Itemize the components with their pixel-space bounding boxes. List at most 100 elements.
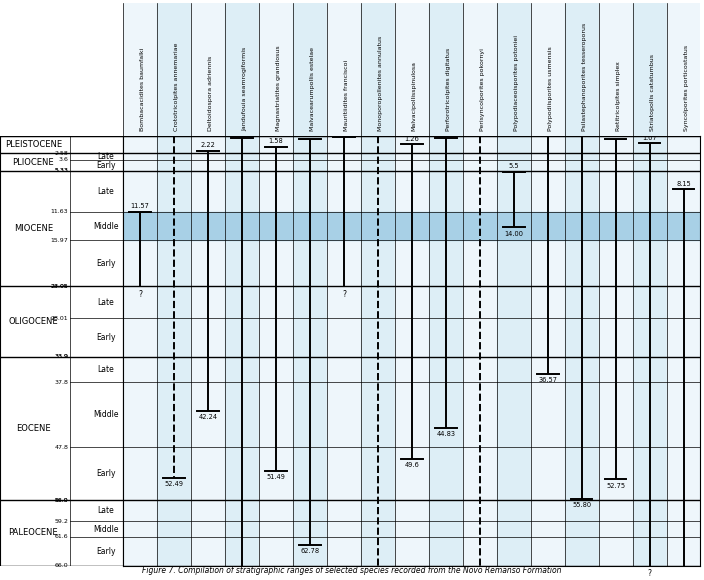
Text: Late: Late bbox=[98, 506, 114, 516]
Text: Middle: Middle bbox=[93, 410, 119, 419]
Bar bbox=[565, 3, 598, 136]
Text: 1.07: 1.07 bbox=[642, 135, 657, 141]
Text: Malvacipollisspinulosa: Malvacipollisspinulosa bbox=[412, 61, 417, 131]
Text: Mauritiidites franciscoi: Mauritiidites franciscoi bbox=[344, 60, 349, 131]
Text: 1.58: 1.58 bbox=[269, 138, 284, 144]
Text: Perforotricolpites digitatus: Perforotricolpites digitatus bbox=[446, 48, 451, 131]
Text: 3.6: 3.6 bbox=[58, 157, 68, 162]
Text: PLEISTOCENE: PLEISTOCENE bbox=[5, 140, 62, 149]
Text: Striatopollis catatumbus: Striatopollis catatumbus bbox=[650, 54, 655, 131]
Text: Middle: Middle bbox=[93, 222, 119, 230]
Text: 0.39: 0.39 bbox=[303, 130, 318, 136]
Text: 0.10: 0.10 bbox=[337, 128, 351, 135]
Text: 14.00: 14.00 bbox=[504, 231, 523, 237]
Text: ?: ? bbox=[648, 570, 651, 578]
Text: 66.0: 66.0 bbox=[55, 563, 68, 568]
Text: Retitricolpites simplex: Retitricolpites simplex bbox=[615, 61, 621, 131]
Text: 47.8: 47.8 bbox=[54, 445, 68, 450]
Text: 5.5: 5.5 bbox=[508, 164, 519, 169]
Text: Bombacacidites baumfalki: Bombacacidites baumfalki bbox=[140, 48, 145, 131]
Bar bbox=[123, 136, 157, 566]
Text: Psilastephanoporites tesseroporus: Psilastephanoporites tesseroporus bbox=[582, 23, 586, 131]
Text: Late: Late bbox=[98, 298, 114, 307]
Text: 0.24: 0.24 bbox=[439, 129, 453, 135]
Text: 23.05: 23.05 bbox=[51, 284, 68, 289]
Text: Early: Early bbox=[96, 333, 115, 342]
Bar bbox=[361, 3, 395, 136]
Text: 5.33: 5.33 bbox=[54, 168, 68, 173]
Bar bbox=[395, 136, 429, 566]
Bar bbox=[598, 3, 633, 136]
Bar bbox=[531, 3, 565, 136]
Text: 11.63: 11.63 bbox=[51, 209, 68, 215]
Text: Early: Early bbox=[96, 259, 115, 268]
Bar bbox=[293, 136, 327, 566]
Text: 56.0: 56.0 bbox=[55, 498, 68, 503]
Text: Early: Early bbox=[96, 547, 115, 556]
Text: 42.24: 42.24 bbox=[199, 414, 218, 420]
Text: Late: Late bbox=[98, 365, 114, 374]
Text: Early: Early bbox=[96, 161, 115, 170]
Bar bbox=[429, 136, 463, 566]
Bar bbox=[123, 212, 700, 240]
Text: 1.26: 1.26 bbox=[405, 136, 419, 142]
Text: Late: Late bbox=[98, 152, 114, 161]
Bar bbox=[497, 3, 531, 136]
Text: Deltoidospora adriennis: Deltoidospora adriennis bbox=[208, 56, 213, 131]
Text: 55.80: 55.80 bbox=[572, 502, 591, 509]
Text: ?: ? bbox=[138, 290, 142, 299]
Text: 52.75: 52.75 bbox=[606, 483, 625, 488]
Bar bbox=[429, 3, 463, 136]
Bar bbox=[565, 136, 598, 566]
Bar bbox=[463, 3, 497, 136]
Bar bbox=[633, 136, 667, 566]
Text: Late: Late bbox=[98, 187, 114, 196]
Bar bbox=[293, 3, 327, 136]
Bar bbox=[157, 3, 191, 136]
Text: 52.49: 52.49 bbox=[165, 481, 184, 487]
Text: 33.9: 33.9 bbox=[54, 354, 68, 359]
Text: Crototricolpites annemariae: Crototricolpites annemariae bbox=[174, 42, 179, 131]
Text: MIOCENE: MIOCENE bbox=[13, 224, 53, 233]
Bar bbox=[633, 3, 667, 136]
Text: Early: Early bbox=[96, 469, 115, 478]
Text: 33.9: 33.9 bbox=[54, 354, 68, 359]
Text: 61.6: 61.6 bbox=[55, 534, 68, 539]
Text: Syncolporites porticostatus: Syncolporites porticostatus bbox=[684, 45, 689, 131]
Text: Middle: Middle bbox=[93, 524, 119, 534]
Text: 23.05: 23.05 bbox=[51, 284, 68, 289]
Bar bbox=[123, 3, 157, 136]
Text: PALEOCENE: PALEOCENE bbox=[8, 528, 58, 538]
Text: Malvacearumpollis estelae: Malvacearumpollis estelae bbox=[310, 47, 315, 131]
Text: 11.57: 11.57 bbox=[131, 203, 150, 209]
Bar bbox=[327, 3, 361, 136]
Bar bbox=[157, 136, 191, 566]
Text: 28.01: 28.01 bbox=[51, 316, 68, 321]
Bar bbox=[667, 136, 700, 566]
Text: Polypodiaceoisporites potoniei: Polypodiaceoisporites potoniei bbox=[514, 35, 519, 131]
Text: 8.15: 8.15 bbox=[676, 181, 691, 187]
Text: Jandufouia seamrogiformis: Jandufouia seamrogiformis bbox=[242, 47, 247, 131]
Text: Monoporopollenites annulatus: Monoporopollenites annulatus bbox=[378, 36, 383, 131]
Bar bbox=[191, 3, 225, 136]
Text: 62.78: 62.78 bbox=[301, 548, 320, 554]
Bar bbox=[225, 3, 259, 136]
Text: 2.58: 2.58 bbox=[55, 151, 68, 155]
Text: 0.37: 0.37 bbox=[608, 130, 623, 136]
Bar bbox=[497, 136, 531, 566]
Bar bbox=[259, 3, 293, 136]
Text: 56.0: 56.0 bbox=[55, 498, 68, 503]
Bar bbox=[259, 136, 293, 566]
Text: 36.57: 36.57 bbox=[538, 378, 557, 383]
Text: PLIOCENE: PLIOCENE bbox=[13, 158, 54, 166]
Bar bbox=[598, 136, 633, 566]
Text: ?: ? bbox=[342, 290, 346, 299]
Text: 59.2: 59.2 bbox=[54, 519, 68, 524]
Text: 49.6: 49.6 bbox=[405, 462, 419, 468]
Bar bbox=[191, 136, 225, 566]
Bar bbox=[327, 136, 361, 566]
Bar bbox=[531, 136, 565, 566]
Bar bbox=[395, 3, 429, 136]
Text: Perisyncolporites pokornyi: Perisyncolporites pokornyi bbox=[479, 48, 485, 131]
Text: Polypodiisporites usmensis: Polypodiisporites usmensis bbox=[548, 46, 553, 131]
